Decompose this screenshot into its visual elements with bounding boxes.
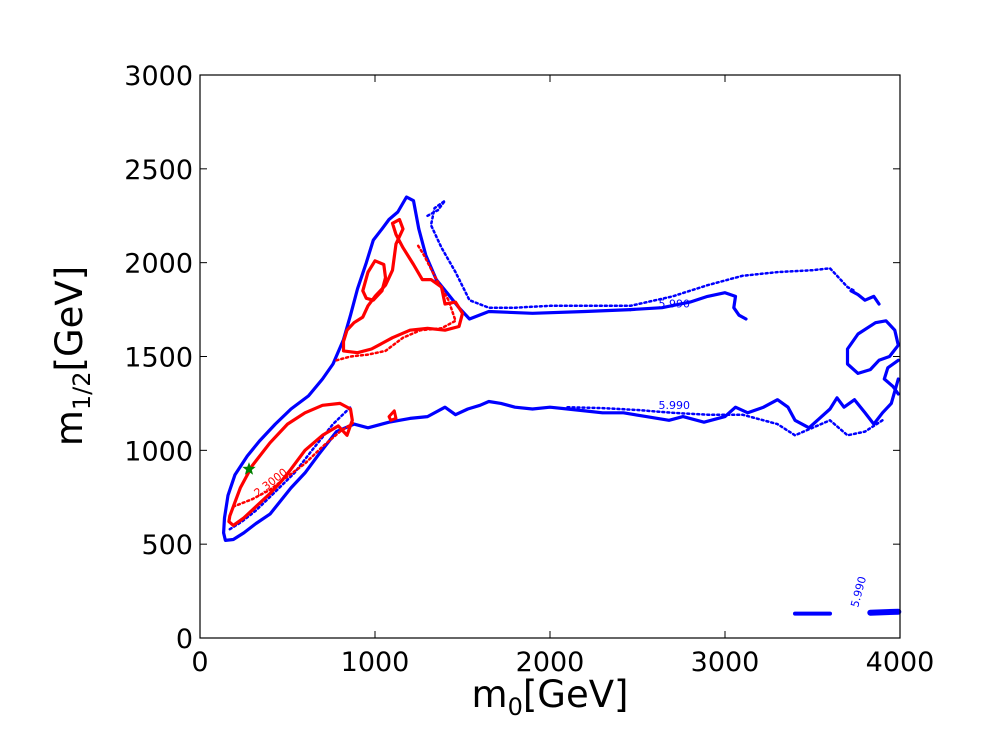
x-tick-label: 3000 xyxy=(691,647,760,678)
contour-red-solid-upper-island xyxy=(361,259,388,302)
plot-background xyxy=(200,75,900,638)
contour-blue-dotted-lower-right xyxy=(566,405,884,437)
contour-red-solid-spot xyxy=(387,409,398,422)
contour-value-label: 5.990 xyxy=(659,298,691,311)
axis-ticks: 0 1000 2000 3000 4000 0 500 1000 1500 2000 2500 300… xyxy=(124,61,934,678)
contour-red-solid-upper xyxy=(341,217,465,355)
y-tick-label: 1000 xyxy=(124,436,193,467)
contour-blue-solid-right-loop xyxy=(845,319,900,375)
best-fit-star-marker xyxy=(242,462,256,475)
best-fit-marker-group xyxy=(242,462,256,475)
contour-blue-solid-upper-right xyxy=(628,291,748,321)
x-tick-label: 4000 xyxy=(866,647,935,678)
y-tick-label: 3000 xyxy=(124,61,193,92)
y-tick-label: 1500 xyxy=(124,343,193,374)
contour-red-dotted-upper xyxy=(335,242,457,362)
contour-blue-solid-far-right xyxy=(882,358,900,396)
contour-value-label: 5.990 xyxy=(659,399,691,412)
x-tick-label: 2000 xyxy=(516,647,585,678)
contour-blue-dotted-upper xyxy=(426,199,856,309)
y-tick-label: 0 xyxy=(176,624,193,655)
x-tick-label: 1000 xyxy=(341,647,410,678)
contour-blue-solid-top-right-bits xyxy=(849,289,881,306)
y-tick-label: 500 xyxy=(141,530,193,561)
y-tick-label: 2500 xyxy=(124,155,193,186)
contour-blue-dotted-lower-left xyxy=(228,405,352,531)
contour-blue-solid-bottom-strip-right xyxy=(867,608,902,616)
y-tick-label: 2000 xyxy=(124,249,193,280)
x-tick-label: 0 xyxy=(191,647,208,678)
contour-red-dotted-lower xyxy=(232,420,356,508)
x-axis-label: m0[GeV] xyxy=(472,673,629,721)
contour-series xyxy=(222,195,902,616)
y-axis-label: m1/2[GeV] xyxy=(48,266,96,446)
